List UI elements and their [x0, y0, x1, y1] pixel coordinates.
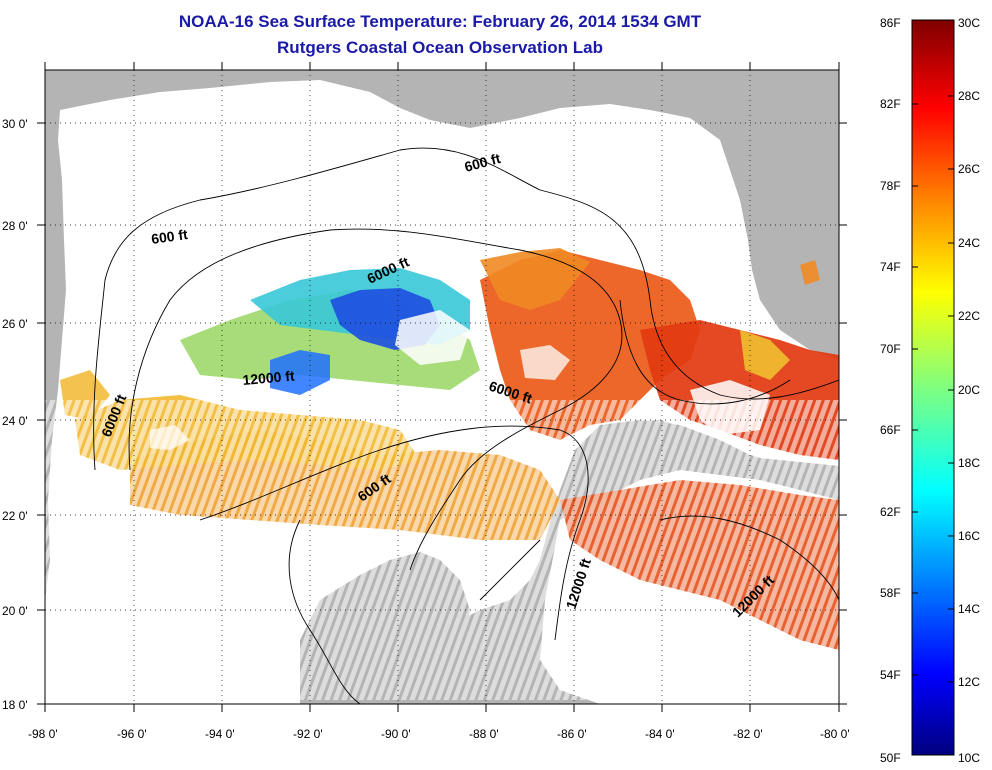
colorbar-label-f: 62F: [880, 505, 901, 519]
lon-tick-label: -84 0': [645, 727, 675, 741]
lon-tick-label: -88 0': [469, 727, 499, 741]
florida-land: [720, 110, 839, 345]
lat-tick-label: 28 0': [2, 219, 28, 233]
lat-tick-labels: 18 0' 20 0' 22 0' 24 0' 26 0' 28 0' 30 0…: [2, 117, 28, 712]
map-title: NOAA-16 Sea Surface Temperature: Februar…: [178, 12, 702, 31]
lon-tick-label: -96 0': [117, 727, 147, 741]
colorbar-label-c: 12C: [958, 675, 980, 689]
contour-label-12000ft-w: 12000 ft: [242, 367, 296, 388]
lon-tick-label: -80 0': [820, 727, 850, 741]
map-area: [45, 70, 839, 704]
colorbar-label-c: 14C: [958, 602, 980, 616]
colorbar-label-f: 58F: [880, 586, 901, 600]
colorbar-label-c: 30C: [958, 16, 980, 30]
lon-axis: [44, 62, 840, 712]
bathymetry-contours: [93, 147, 839, 704]
contour-label-600ft-nw: 600 ft: [150, 226, 189, 247]
colorbar-label-c: 20C: [958, 383, 980, 397]
colorbar-label-c: 10C: [958, 751, 980, 765]
lat-tick-label: 22 0': [2, 509, 28, 523]
lon-tick-label: -90 0': [381, 727, 411, 741]
colorbar-label-c: 24C: [958, 236, 980, 250]
sst-data-field: [45, 248, 839, 700]
lat-tick-label: 18 0': [2, 698, 28, 712]
colorbar-label-c: 26C: [958, 162, 980, 176]
lat-tick-label: 26 0': [2, 317, 28, 331]
colorbar-ticks: [912, 95, 954, 683]
colorbar-label-f: 54F: [880, 668, 901, 682]
colorbar-label-c: 28C: [958, 89, 980, 103]
colorbar-label-c: 16C: [958, 529, 980, 543]
colorbar-label-f: 66F: [880, 423, 901, 437]
lat-tick-label: 20 0': [2, 604, 28, 618]
lon-tick-label: -86 0': [557, 727, 587, 741]
lon-tick-labels: -98 0' -96 0' -94 0' -92 0' -90 0' -88 0…: [28, 727, 850, 741]
lon-tick-label: -92 0': [293, 727, 323, 741]
map-frame: [44, 69, 840, 705]
colorbar-f-labels: 86F 82F 78F 74F 70F 66F 62F 58F 54F 50F: [880, 16, 901, 765]
colorbar-label-f: 50F: [880, 751, 901, 765]
colorbar-gradient: [911, 19, 955, 756]
lat-tick-label: 30 0': [2, 117, 28, 131]
lon-tick-label: -98 0': [28, 727, 58, 741]
lat-tick-label: 24 0': [2, 414, 28, 428]
lat-axis: [37, 122, 847, 705]
lon-tick-label: -94 0': [205, 727, 235, 741]
colorbar-c-labels: 30C 28C 26C 24C 22C 20C 18C 16C 14C 12C …: [958, 16, 980, 765]
lon-tick-label: -82 0': [733, 727, 763, 741]
colorbar-label-c: 22C: [958, 309, 980, 323]
map-subtitle: Rutgers Coastal Ocean Observation Lab: [277, 38, 603, 57]
colorbar: 86F 82F 78F 74F 70F 66F 62F 58F 54F 50F …: [880, 16, 980, 765]
colorbar-label-f: 74F: [880, 260, 901, 274]
colorbar-label-f: 86F: [880, 16, 901, 30]
map-grid: [45, 70, 839, 704]
colorbar-label-f: 78F: [880, 179, 901, 193]
colorbar-label-f: 70F: [880, 342, 901, 356]
colorbar-label-f: 82F: [880, 97, 901, 111]
colorbar-label-c: 18C: [958, 456, 980, 470]
